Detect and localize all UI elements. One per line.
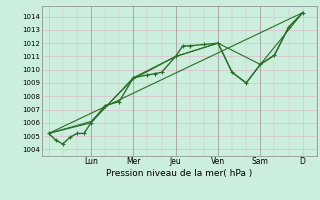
X-axis label: Pression niveau de la mer( hPa ): Pression niveau de la mer( hPa ) xyxy=(106,169,252,178)
